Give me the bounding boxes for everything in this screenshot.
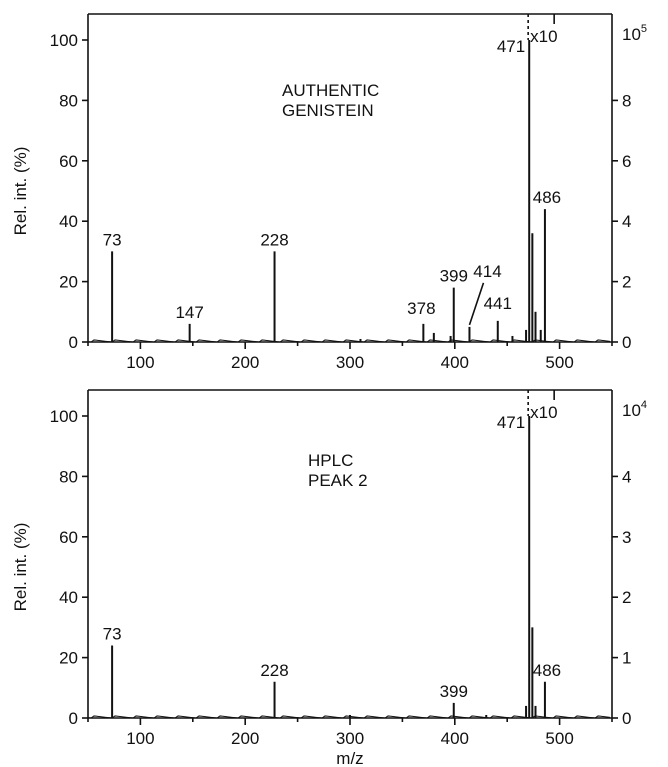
panel-1-y-tick-label: 20 — [59, 273, 78, 292]
panel-2-y-tick-label: 20 — [59, 649, 78, 668]
panel-2-baseline-noise — [87, 715, 611, 719]
panel-2-x-tick-label: 500 — [545, 729, 573, 748]
panel-1-x-tick-label: 200 — [231, 353, 259, 372]
panel-1-right-axis-scale: 105 — [622, 23, 647, 44]
panel-1-annotation-line: GENISTEIN — [282, 101, 374, 120]
panel-2-y-tick-label: 0 — [69, 709, 78, 728]
panel-1-y-tick-label: 60 — [59, 152, 78, 171]
panel-2-peak-label: 228 — [260, 661, 288, 680]
panel-1-baseline-noise — [87, 339, 611, 343]
panel-2-peak-label: 399 — [440, 682, 468, 701]
panel-2-y-tick-label: 60 — [59, 528, 78, 547]
panel-2-x-tick-label: 100 — [126, 729, 154, 748]
panel-1-x-tick-label: 500 — [545, 353, 573, 372]
panel-2-y-tick-label: 80 — [59, 467, 78, 486]
panel-1-peak-label: 399 — [440, 267, 468, 286]
panel-1-x-tick-label: 300 — [336, 353, 364, 372]
panel-2-y-tick-label: 40 — [59, 588, 78, 607]
panel-2-x-tick-label: 200 — [231, 729, 259, 748]
panel-1-right-tick-label: 2 — [622, 273, 631, 292]
panel-1-y-tick-label: 100 — [50, 31, 78, 50]
panel-2-right-tick-label: 4 — [622, 467, 631, 486]
panel-1-y-tick-label: 80 — [59, 91, 78, 110]
panel-1-peak-label: 73 — [103, 230, 122, 249]
panel-1-right-tick-label: 4 — [622, 212, 631, 231]
panel-2-x-axis-title: m/z — [336, 749, 363, 767]
panel-1-annotation-line: AUTHENTIC — [282, 81, 379, 100]
panel-2-peak-label: 471 — [497, 413, 525, 432]
panel-1-y-axis-title: Rel. int. (%) — [11, 147, 30, 236]
panel-2-peak-label: 73 — [103, 625, 122, 644]
panel-2-annotation-line: PEAK 2 — [308, 471, 368, 490]
panel-2-right-tick-label: 2 — [622, 588, 631, 607]
panel-2-y-axis-title: Rel. int. (%) — [11, 523, 30, 612]
panel-1-label-leader — [468, 282, 485, 326]
panel-1-y-tick-label: 40 — [59, 212, 78, 231]
panel-1-peak-label: 471 — [497, 37, 525, 56]
panel-2-magnification-label: x10 — [530, 403, 557, 422]
panel-2-x-tick-label: 400 — [441, 729, 469, 748]
panel-2-right-axis-scale: 104 — [622, 399, 647, 420]
panel-1-x-tick-label: 100 — [126, 353, 154, 372]
panel-1-peak-label: 378 — [407, 299, 435, 318]
panel-1-peak-label: 486 — [533, 188, 561, 207]
panel-2-right-tick-label: 3 — [622, 528, 631, 547]
panel-2-y-tick-label: 100 — [50, 407, 78, 426]
panel-2-annotation-line: HPLC — [308, 451, 353, 470]
panel-1-right-tick-label: 0 — [622, 333, 631, 352]
panel-2-peak-label: 486 — [533, 661, 561, 680]
panel-1-right-tick-label: 8 — [622, 91, 631, 110]
panel-2-x-tick-label: 300 — [336, 729, 364, 748]
panel-2-right-tick-label: 0 — [622, 709, 631, 728]
panel-1-magnification-label: x10 — [530, 27, 557, 46]
panel-1-peak-label: 228 — [260, 230, 288, 249]
panel-1-peak-label: 441 — [484, 294, 512, 313]
panel-2-right-tick-label: 1 — [622, 649, 631, 668]
panel-1-peak-label: 414 — [473, 262, 501, 281]
panel-1-right-tick-label: 6 — [622, 152, 631, 171]
panel-1-y-tick-label: 0 — [69, 333, 78, 352]
panel-1-peak-label: 147 — [175, 303, 203, 322]
panel-1-x-tick-label: 400 — [441, 353, 469, 372]
